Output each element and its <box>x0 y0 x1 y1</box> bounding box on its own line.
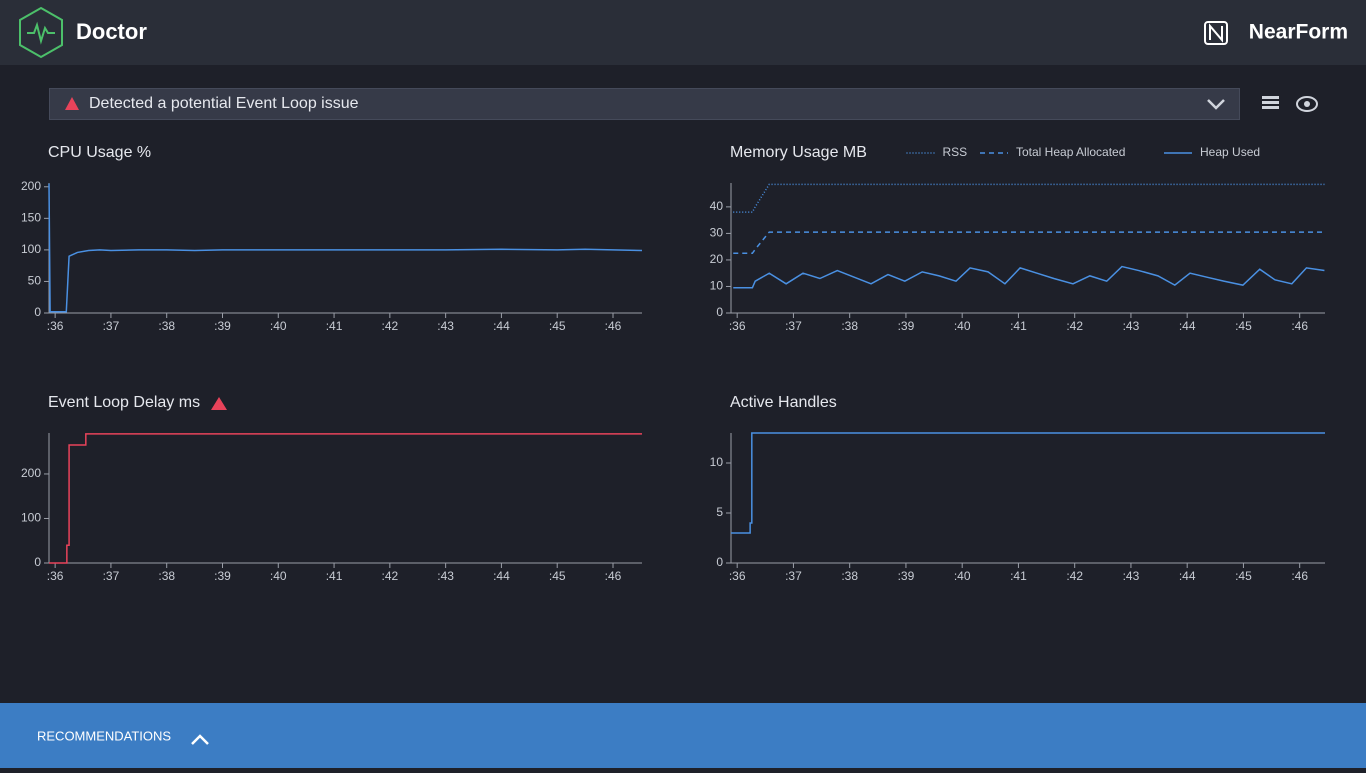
x-tick-label: :43 <box>1123 569 1140 583</box>
y-tick-label: 0 <box>34 555 41 569</box>
x-tick-label: :42 <box>1066 319 1083 333</box>
x-tick-label: :37 <box>103 569 120 583</box>
x-tick-label: :46 <box>1291 569 1308 583</box>
list-icon[interactable] <box>1262 96 1279 109</box>
x-tick-label: :40 <box>954 569 971 583</box>
legend-label: Total Heap Allocated <box>1016 145 1125 159</box>
x-tick-label: :41 <box>1010 569 1027 583</box>
footer-graphics: RECOMMENDATIONS <box>0 703 400 768</box>
y-tick-label: 0 <box>34 305 41 319</box>
x-tick-label: :39 <box>898 569 915 583</box>
legend-label: Heap Used <box>1200 145 1260 159</box>
y-tick-label: 50 <box>28 274 42 288</box>
y-tick-label: 10 <box>710 279 724 293</box>
x-tick-label: :40 <box>270 319 287 333</box>
legend-label: RSS <box>943 145 968 159</box>
charts: CPU Usage %050100150200:36:37:38:39:40:4… <box>0 0 1366 703</box>
chart-title: Memory Usage MB <box>730 144 867 161</box>
chart-title: Active Handles <box>730 394 837 411</box>
x-tick-label: :45 <box>1235 569 1252 583</box>
x-tick-label: :38 <box>158 569 175 583</box>
series-line <box>733 184 1324 212</box>
x-tick-label: :37 <box>785 569 802 583</box>
series-line <box>733 267 1324 288</box>
x-tick-label: :43 <box>1123 319 1140 333</box>
x-tick-label: :42 <box>382 569 399 583</box>
x-tick-label: :38 <box>841 569 858 583</box>
series-line <box>49 434 642 563</box>
x-tick-label: :39 <box>898 319 915 333</box>
y-tick-label: 150 <box>21 211 41 225</box>
x-tick-label: :45 <box>549 569 566 583</box>
x-tick-label: :38 <box>841 319 858 333</box>
x-tick-label: :44 <box>1179 569 1196 583</box>
y-tick-label: 10 <box>710 455 724 469</box>
y-tick-label: 0 <box>716 305 723 319</box>
x-tick-label: :40 <box>954 319 971 333</box>
x-tick-label: :38 <box>158 319 175 333</box>
x-tick-label: :46 <box>605 569 622 583</box>
expand-chevron[interactable] <box>192 736 208 744</box>
x-tick-label: :39 <box>214 569 231 583</box>
x-tick-label: :44 <box>493 569 510 583</box>
x-tick-label: :37 <box>785 319 802 333</box>
x-tick-label: :44 <box>493 319 510 333</box>
y-tick-label: 200 <box>21 466 41 480</box>
x-tick-label: :41 <box>326 319 343 333</box>
x-tick-label: :41 <box>1010 319 1027 333</box>
chart-title: CPU Usage % <box>48 144 151 161</box>
x-tick-label: :45 <box>549 319 566 333</box>
x-tick-label: :40 <box>270 569 287 583</box>
event-loop-warning-icon <box>211 397 227 410</box>
y-tick-label: 40 <box>710 199 724 213</box>
x-tick-label: :41 <box>326 569 343 583</box>
x-tick-label: :36 <box>729 569 746 583</box>
eye-icon[interactable] <box>1297 97 1317 111</box>
y-tick-label: 200 <box>21 179 41 193</box>
footer[interactable]: RECOMMENDATIONS <box>0 703 1366 768</box>
x-tick-label: :42 <box>382 319 399 333</box>
x-tick-label: :36 <box>47 569 64 583</box>
series-line <box>49 184 642 312</box>
y-tick-label: 5 <box>716 505 723 519</box>
x-tick-label: :36 <box>47 319 64 333</box>
series-line <box>733 232 1324 253</box>
x-tick-label: :43 <box>437 569 454 583</box>
series-line <box>731 433 1325 533</box>
x-tick-label: :42 <box>1066 569 1083 583</box>
y-tick-label: 30 <box>710 226 724 240</box>
y-tick-label: 100 <box>21 511 41 525</box>
x-tick-label: :36 <box>729 319 746 333</box>
y-tick-label: 100 <box>21 242 41 256</box>
recommendations-label: RECOMMENDATIONS <box>37 728 171 743</box>
x-tick-label: :37 <box>103 319 120 333</box>
y-tick-label: 20 <box>710 252 724 266</box>
y-tick-label: 0 <box>716 555 723 569</box>
x-tick-label: :39 <box>214 319 231 333</box>
x-tick-label: :45 <box>1235 319 1252 333</box>
x-tick-label: :46 <box>605 319 622 333</box>
x-tick-label: :44 <box>1179 319 1196 333</box>
x-tick-label: :43 <box>437 319 454 333</box>
x-tick-label: :46 <box>1291 319 1308 333</box>
chart-title: Event Loop Delay ms <box>48 394 200 411</box>
